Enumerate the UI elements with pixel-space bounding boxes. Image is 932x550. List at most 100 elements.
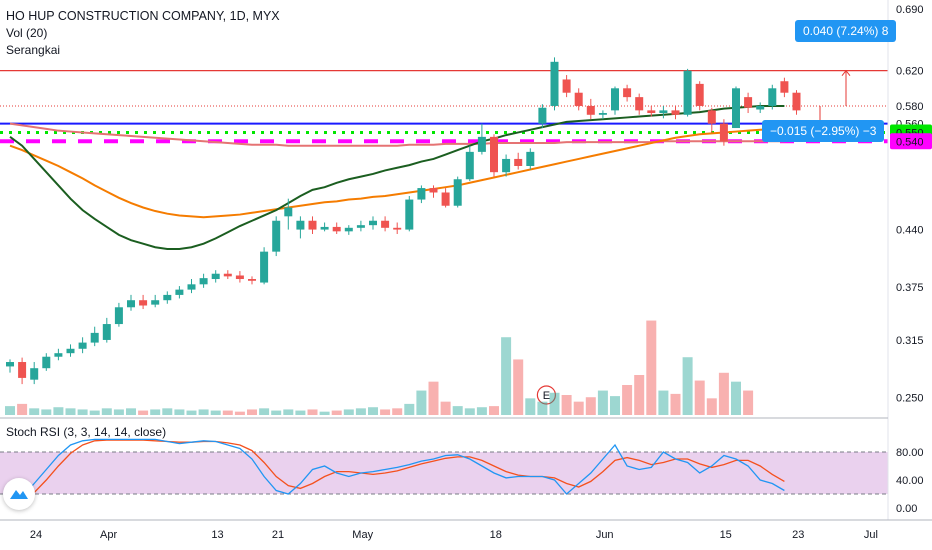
volume-bar [222, 410, 233, 415]
candle [635, 93, 644, 115]
time-tick-label: 21 [272, 529, 284, 541]
stoch-legend-label[interactable]: Stoch RSI (3, 3, 14, 14, close) [6, 425, 167, 439]
candle-body [42, 356, 51, 369]
candle-body [356, 225, 365, 228]
stoch-tick-label: 0.00 [896, 503, 917, 515]
volume-bar [585, 397, 596, 415]
volume-bar [634, 375, 645, 415]
tradingview-logo[interactable] [3, 478, 35, 510]
candle-body [102, 324, 111, 340]
ma-slow-line [9, 127, 785, 219]
candle-body [296, 220, 305, 230]
volume-bar [658, 390, 669, 415]
candle-body [671, 110, 680, 115]
candle [695, 81, 704, 111]
volume-bar [549, 392, 560, 415]
stoch-tick-label: 40.00 [896, 475, 924, 487]
volume-bar [77, 409, 88, 415]
time-tick-label: 18 [490, 529, 502, 541]
time-tick-label: Jun [596, 529, 614, 541]
volume-bar [271, 410, 282, 415]
candle [780, 77, 789, 98]
candle-body [659, 110, 668, 114]
volume-legend[interactable]: Vol (20) [6, 26, 48, 40]
candle [127, 294, 135, 311]
volume-bar [597, 390, 608, 415]
candle-body [429, 188, 438, 193]
candle-body [647, 110, 656, 114]
symbol-title[interactable]: HO HUP CONSTRUCTION COMPANY, 1D, MYX [6, 9, 280, 23]
candle [756, 102, 765, 114]
candle [659, 105, 668, 119]
candle [272, 216, 281, 257]
candle [586, 98, 595, 120]
price-tag-label: 0.620 [896, 66, 924, 78]
volume-bar [476, 407, 487, 415]
volume-bar [513, 359, 524, 415]
candle-body [732, 88, 740, 129]
candle [42, 353, 51, 371]
candle [647, 105, 656, 117]
volume-bar [126, 408, 136, 415]
price-tick-label: 0.690 [896, 4, 924, 16]
candle-body [235, 275, 244, 280]
candle-body [598, 113, 607, 115]
candle [671, 105, 680, 120]
candle-body [369, 220, 377, 226]
volume-bar [138, 410, 149, 415]
candle-body [199, 278, 208, 285]
volume-pane [5, 320, 754, 415]
volume-bar [440, 401, 451, 415]
volume-bar [706, 398, 717, 415]
candle [18, 357, 27, 385]
price-pane: E [0, 57, 888, 405]
stoch-legend: Stoch RSI (3, 3, 14, 14, close) [6, 424, 166, 441]
candle-body [453, 179, 462, 206]
candle [114, 302, 123, 327]
stoch-d-line [9, 439, 785, 502]
volume-bar [646, 320, 657, 415]
volume-bar [29, 408, 40, 415]
candle-body [260, 251, 269, 283]
volume-bar [610, 396, 620, 415]
volume-bar [162, 408, 173, 415]
volume-bar [670, 393, 681, 415]
volume-bar [343, 409, 354, 415]
candle-body [272, 220, 281, 252]
volume-bar [501, 337, 512, 415]
candle-body [417, 188, 426, 200]
candle-body [550, 61, 559, 106]
time-tick-label: May [352, 529, 373, 541]
measure-up-callout[interactable]: 0.040 (7.24%) 8 [795, 20, 897, 42]
volume-bar [537, 401, 548, 415]
candle-body [707, 110, 716, 124]
volume-bar [198, 409, 209, 415]
measure-down-callout[interactable]: −0.015 (−2.95%) −3 [762, 120, 885, 142]
volume-bar [731, 381, 741, 415]
candle [344, 225, 353, 235]
volume-bar [17, 403, 28, 415]
candle-body [635, 97, 644, 111]
candle-body [780, 81, 789, 93]
volume-bar [743, 390, 754, 415]
volume-bar [5, 406, 15, 415]
candle [199, 273, 208, 288]
candle-body [163, 294, 172, 301]
candle [744, 92, 753, 114]
candle [139, 294, 148, 310]
price-tag-label: 0.580 [896, 101, 924, 113]
candle-body [623, 88, 632, 98]
candle [211, 270, 220, 283]
candle [151, 294, 160, 308]
candle-body [405, 199, 414, 230]
stoch-k-line [9, 438, 785, 504]
candle-body [574, 92, 583, 106]
candle [54, 348, 63, 361]
candle [6, 359, 14, 373]
indicator-legend[interactable]: Serangkai [6, 43, 61, 57]
ma-fast-line [9, 104, 785, 250]
candle-body [744, 97, 753, 108]
volume-bar [464, 408, 475, 415]
